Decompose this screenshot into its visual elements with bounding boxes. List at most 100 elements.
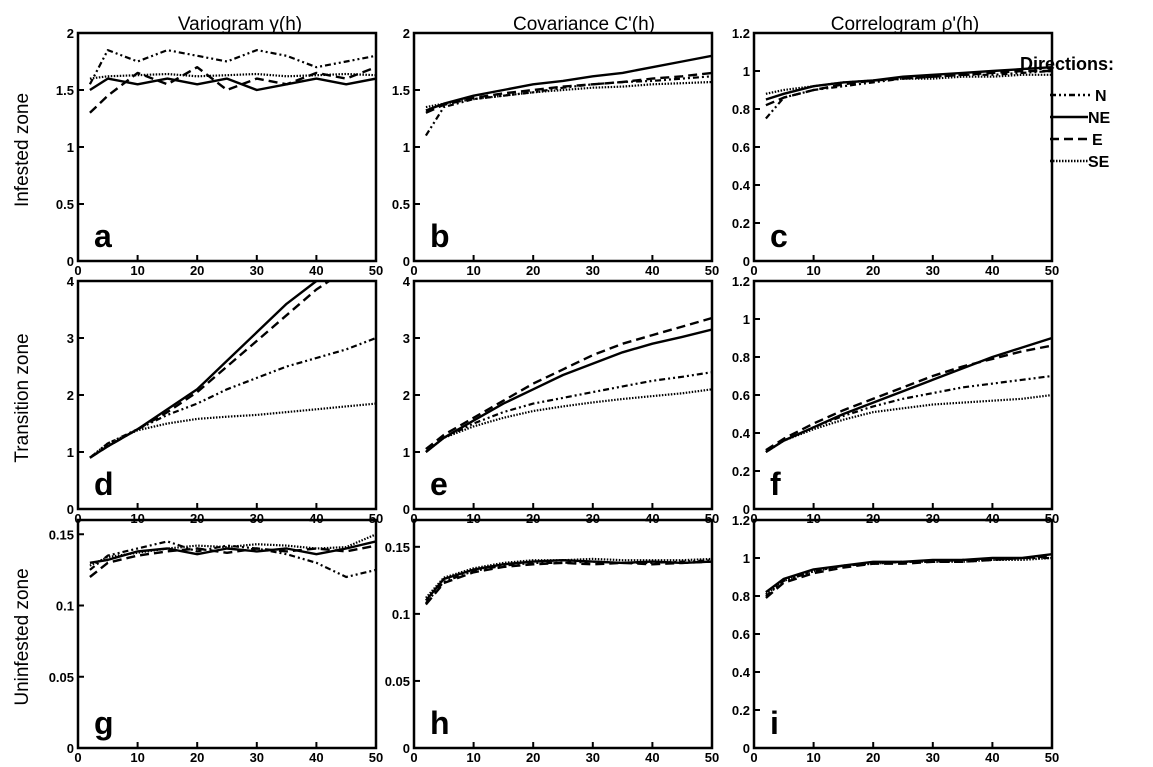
x-tick-label: 20 bbox=[190, 263, 204, 278]
x-tick-label: 30 bbox=[926, 263, 940, 278]
series-line-e-a bbox=[89, 65, 376, 114]
y-tick-label: 0 bbox=[403, 502, 410, 517]
column-title-correlogram: Correlogram ρ'(h) bbox=[831, 14, 980, 35]
y-tick-label: 0 bbox=[67, 502, 74, 517]
panel-d-series bbox=[89, 281, 376, 459]
x-tick-label: 50 bbox=[705, 511, 719, 526]
series-line-e-e bbox=[425, 316, 712, 451]
series-line-ne-a bbox=[89, 77, 376, 92]
x-tick-label: 50 bbox=[369, 511, 383, 526]
x-tick-label: 40 bbox=[985, 511, 999, 526]
panel-c-series bbox=[765, 66, 1052, 120]
y-tick-label: 0 bbox=[743, 254, 750, 269]
y-tick-label: 0.05 bbox=[49, 670, 74, 685]
panel-g-series bbox=[89, 533, 376, 579]
series-line-se-a bbox=[89, 72, 376, 80]
y-tick-label: 0.6 bbox=[732, 627, 750, 642]
x-tick-label: 10 bbox=[130, 511, 144, 526]
y-tick-label: 1.2 bbox=[732, 513, 750, 528]
panel-h-series bbox=[424, 557, 712, 606]
y-tick-label: 2 bbox=[403, 26, 410, 41]
x-tick-label: 20 bbox=[190, 750, 204, 765]
y-tick-label: 0.8 bbox=[732, 102, 750, 117]
panel-letter-a: a bbox=[94, 218, 112, 254]
y-tick-label: 0.05 bbox=[385, 674, 410, 689]
legend: Directions: N NE E SE bbox=[1020, 54, 1114, 171]
panel-f: 0 10 20 30 40 50 0 0.2 0.4 0.6 0.8 1 1.2 f bbox=[732, 274, 1059, 526]
panel-i-series bbox=[765, 553, 1052, 599]
row-label-uninfested: Uninfested zone bbox=[12, 568, 33, 705]
y-tick-label: 3 bbox=[67, 331, 74, 346]
series-line-ne-e bbox=[425, 328, 712, 453]
legend-entry-se: SE bbox=[1050, 154, 1110, 171]
y-tick-label: 0 bbox=[67, 254, 74, 269]
panel-g-frame bbox=[76, 518, 378, 750]
x-tick-label: 20 bbox=[190, 511, 204, 526]
x-tick-label: 40 bbox=[309, 511, 323, 526]
panel-a: 0 10 20 30 40 50 0 0.5 1 1.5 2 a bbox=[56, 26, 383, 278]
x-tick-label: 40 bbox=[985, 750, 999, 765]
panel-e-series bbox=[425, 316, 712, 453]
column-title-covariance: Covariance C'(h) bbox=[513, 14, 655, 35]
panel-f-series bbox=[765, 336, 1052, 454]
row-label-infested: Infested zone bbox=[12, 93, 33, 207]
panel-c-frame bbox=[752, 31, 1054, 263]
legend-label-e: E bbox=[1092, 132, 1103, 149]
x-tick-label: 50 bbox=[705, 263, 719, 278]
y-tick-label: 0.2 bbox=[732, 464, 750, 479]
x-tick-label: 30 bbox=[250, 750, 264, 765]
series-line-ne-c bbox=[765, 66, 1052, 101]
x-tick-label: 40 bbox=[985, 263, 999, 278]
series-line-ne-i bbox=[765, 553, 1052, 594]
y-tick-label: 0.15 bbox=[385, 540, 410, 555]
x-tick-label: 0 bbox=[74, 750, 81, 765]
x-tick-label: 40 bbox=[645, 511, 659, 526]
y-tick-label: 0 bbox=[403, 254, 410, 269]
x-tick-label: 10 bbox=[130, 263, 144, 278]
panel-d: 0 10 20 30 40 50 0 1 2 3 4 d bbox=[67, 274, 383, 526]
x-tick-label: 10 bbox=[466, 750, 480, 765]
y-tick-label: 0.1 bbox=[392, 607, 410, 622]
y-tick-label: 1 bbox=[743, 64, 750, 79]
x-tick-label: 10 bbox=[806, 263, 820, 278]
x-tick-label: 0 bbox=[750, 511, 757, 526]
x-tick-label: 20 bbox=[866, 750, 880, 765]
x-tick-label: 50 bbox=[369, 750, 383, 765]
y-tick-label: 0 bbox=[403, 741, 410, 756]
panel-letter-i: i bbox=[770, 705, 779, 741]
panel-letter-c: c bbox=[770, 218, 788, 254]
x-tick-label: 40 bbox=[309, 263, 323, 278]
x-tick-label: 50 bbox=[1045, 263, 1059, 278]
series-line-ne-g bbox=[89, 540, 376, 564]
y-tick-label: 1.2 bbox=[732, 26, 750, 41]
y-tick-label: 1.2 bbox=[732, 274, 750, 289]
y-tick-label: 0.4 bbox=[732, 665, 751, 680]
panel-h-frame bbox=[412, 518, 714, 750]
series-line-n-g bbox=[89, 540, 376, 579]
y-tick-label: 0 bbox=[743, 502, 750, 517]
y-tick-label: 0.5 bbox=[56, 197, 74, 212]
x-tick-label: 0 bbox=[750, 750, 757, 765]
y-tick-label: 0 bbox=[743, 741, 750, 756]
series-line-n-a bbox=[88, 48, 376, 85]
y-tick-label: 1.5 bbox=[392, 83, 410, 98]
series-line-se-g bbox=[89, 533, 376, 567]
series-line-se-f bbox=[765, 393, 1052, 453]
x-tick-label: 40 bbox=[645, 263, 659, 278]
y-tick-label: 4 bbox=[67, 274, 75, 289]
x-tick-label: 0 bbox=[750, 263, 757, 278]
x-tick-label: 20 bbox=[866, 263, 880, 278]
x-tick-label: 0 bbox=[410, 263, 417, 278]
panel-g: 0 10 20 30 40 50 0 0.05 0.1 0.15 g bbox=[49, 518, 383, 765]
legend-entry-e: E bbox=[1050, 132, 1103, 149]
y-tick-label: 1 bbox=[743, 551, 750, 566]
series-line-se-c bbox=[765, 73, 1052, 95]
legend-entry-ne: NE bbox=[1050, 110, 1111, 127]
x-tick-label: 30 bbox=[586, 750, 600, 765]
y-tick-label: 0.8 bbox=[732, 350, 750, 365]
legend-label-se: SE bbox=[1088, 154, 1110, 171]
y-tick-label: 2 bbox=[67, 388, 74, 403]
panel-i: 0 10 20 30 40 50 0 0.2 0.4 0.6 0.8 1 1.2 i bbox=[732, 513, 1059, 765]
